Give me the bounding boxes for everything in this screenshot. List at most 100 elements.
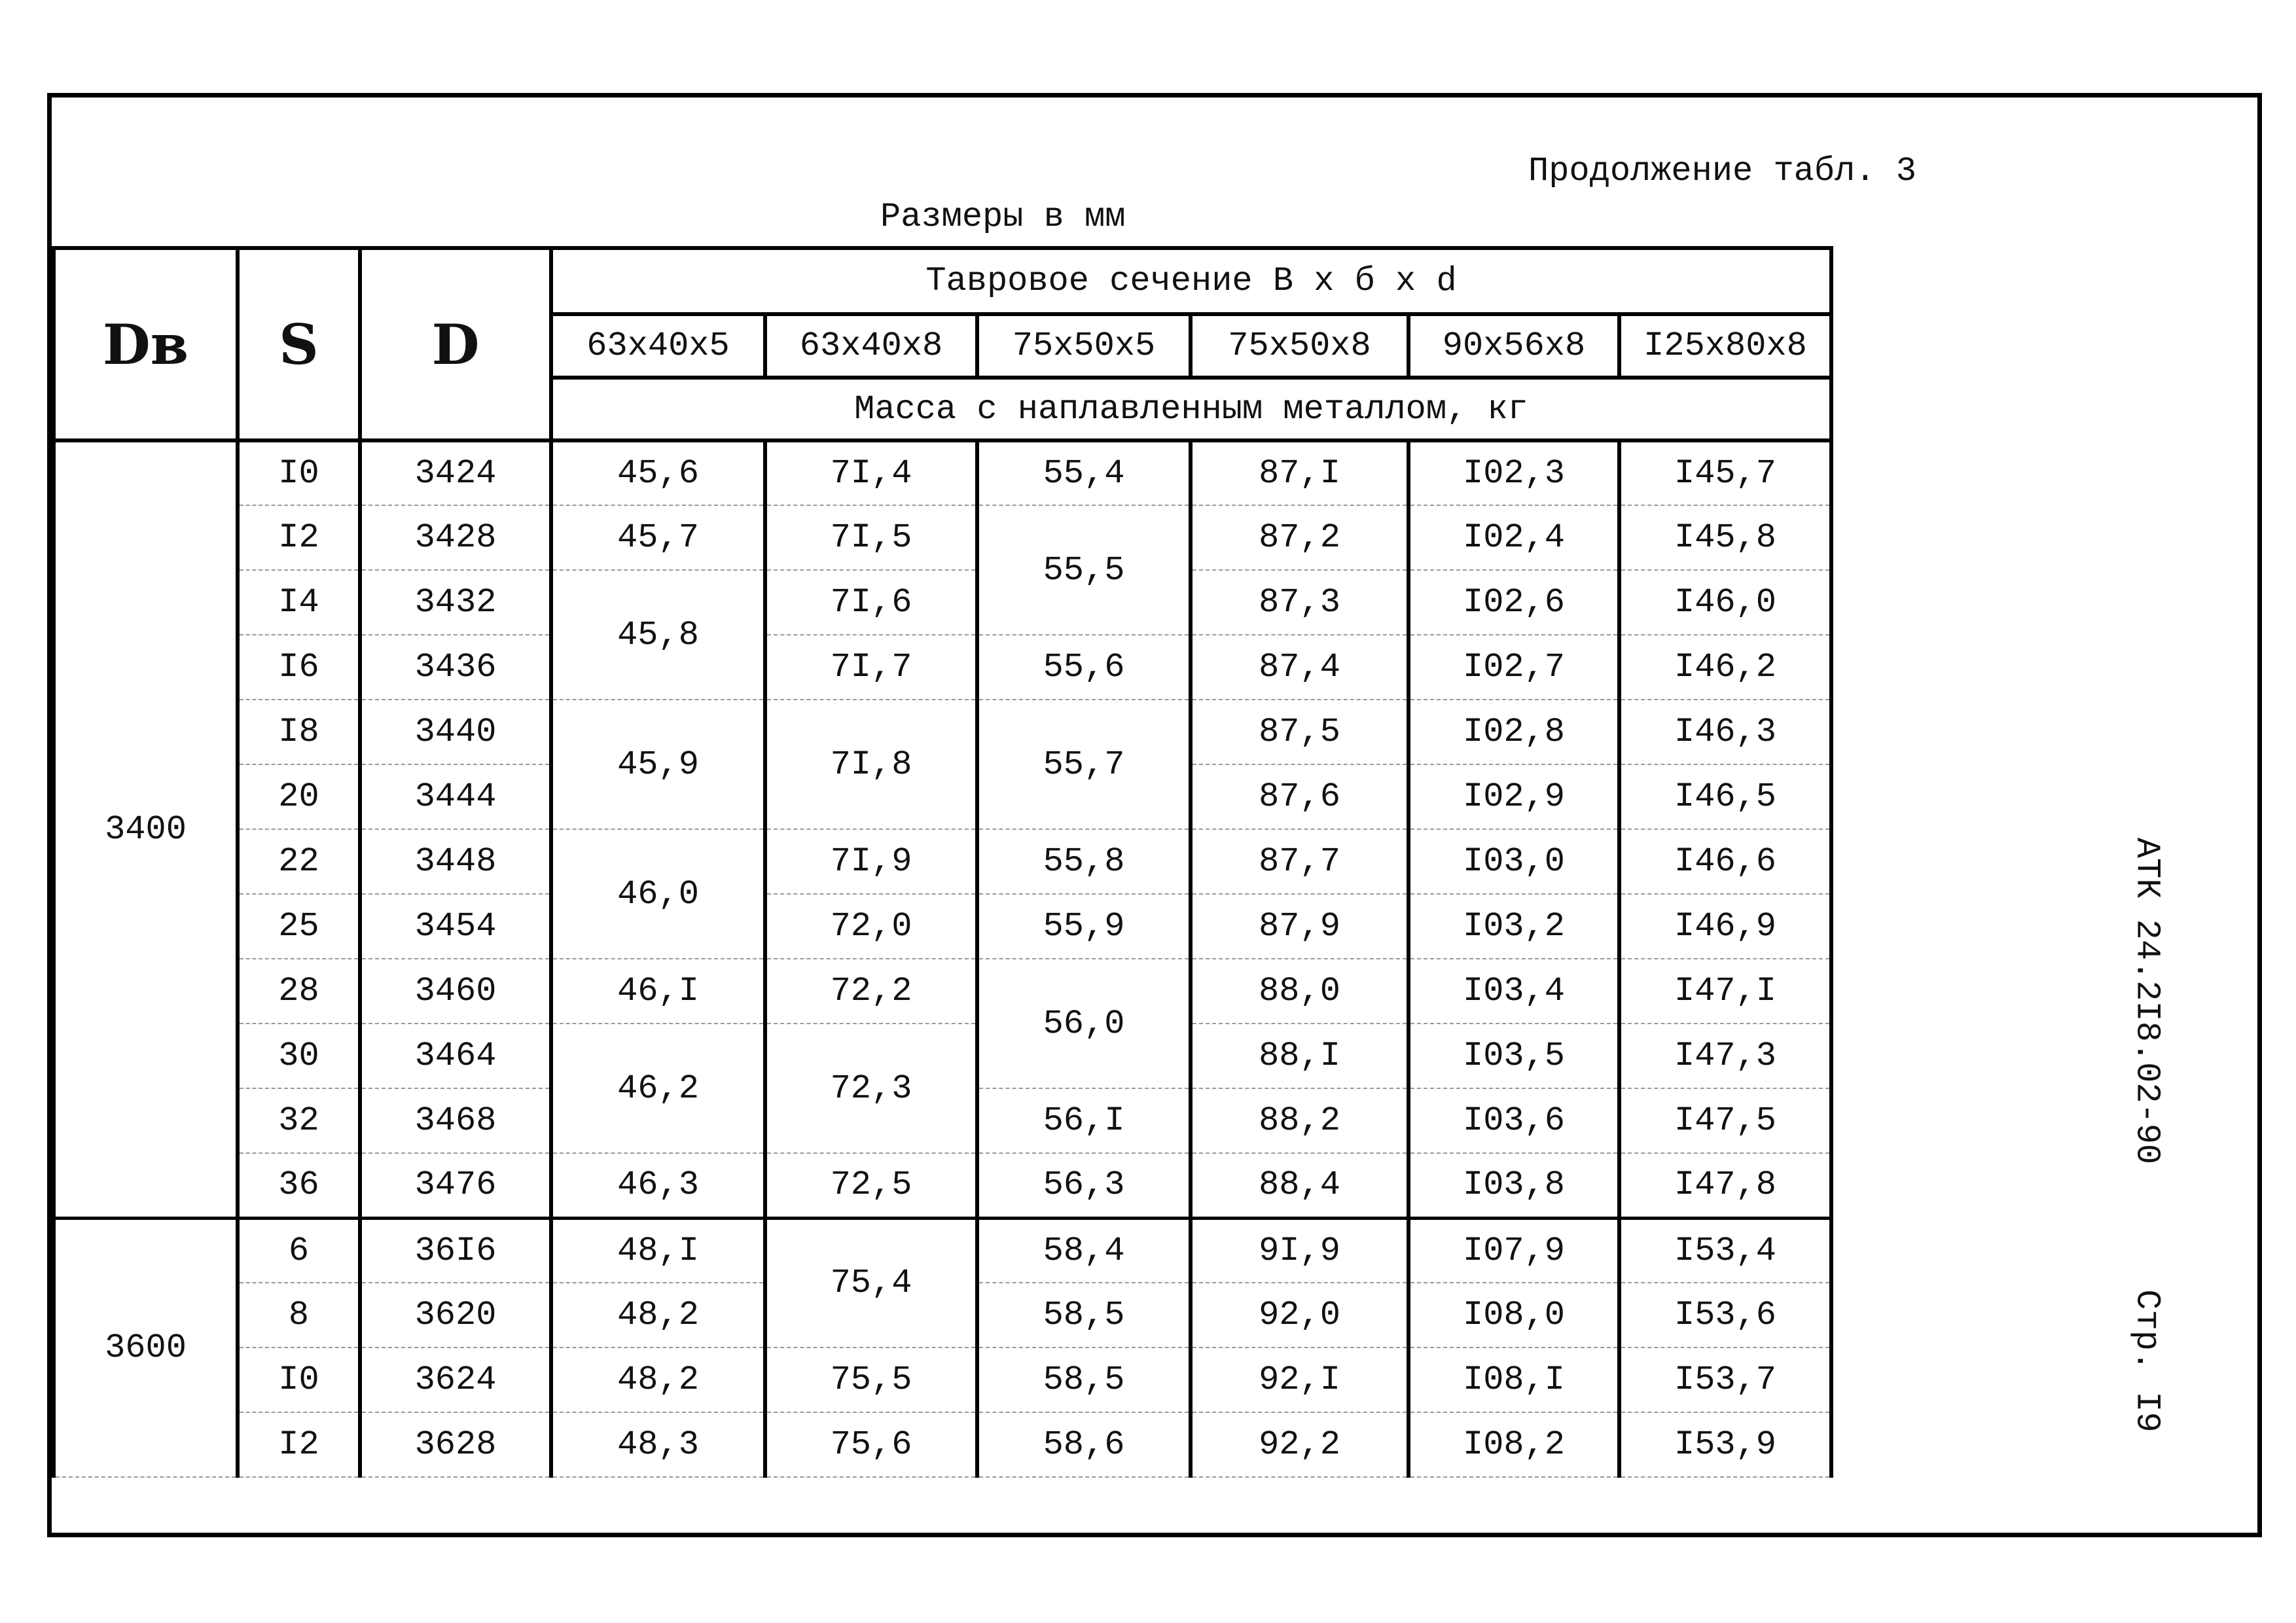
mass-cell: I53,6 [1617,1282,1833,1348]
mass-cell: 45,7 [549,505,767,571]
mass-cell: 46,I [549,958,767,1024]
d-cell: 3454 [358,893,553,959]
s-cell: 32 [236,1088,362,1154]
header-d: D [358,246,553,442]
mass-cell: 55,4 [975,440,1193,506]
mass-cell: 88,I [1189,1023,1410,1089]
mass-cell: I53,4 [1617,1216,1833,1283]
mass-cell: I03,5 [1407,1023,1621,1089]
mass-cell: I02,6 [1407,569,1621,635]
s-cell: 28 [236,958,362,1024]
table: Dв S D Тавровое сечение В x б x d 63x40x5 63x… [52,246,1833,1478]
mass-cell: I53,9 [1617,1412,1833,1478]
mass-cell: 58,5 [975,1347,1193,1413]
page-number: Стр. I9 [2127,1289,2166,1433]
mass-cell: I08,I [1407,1347,1621,1413]
mass-cell: I47,I [1617,958,1833,1024]
header-section: Тавровое сечение В x б x d [549,246,1833,316]
mass-cell: 55,8 [975,829,1193,895]
s-cell: I0 [236,1347,362,1413]
mass-cell: 7I,7 [763,634,979,700]
mass-cell: 87,4 [1189,634,1410,700]
mass-cell: 87,3 [1189,569,1410,635]
mass-cell: I02,3 [1407,440,1621,506]
mass-cell: 45,9 [549,699,767,830]
header-size: 75x50x5 [975,312,1193,380]
mass-cell: 7I,9 [763,829,979,895]
mass-cell: 87,I [1189,440,1410,506]
d-cell: 3628 [358,1412,553,1478]
s-cell: 6 [236,1216,362,1283]
d-cell: 3444 [358,764,553,830]
mass-cell: 45,6 [549,440,767,506]
dv-cell: 3400 [52,440,240,1219]
mass-cell: 46,3 [549,1152,767,1219]
units: Размеры в мм [880,198,1126,236]
mass-cell: I02,4 [1407,505,1621,571]
mass-cell: 92,I [1189,1347,1410,1413]
mass-cell: I02,8 [1407,699,1621,765]
header-size: 63x40x8 [763,312,979,380]
header-size: 90x56x8 [1407,312,1621,380]
mass-cell: 7I,5 [763,505,979,571]
d-cell: 3464 [358,1023,553,1089]
mass-cell: 7I,8 [763,699,979,830]
mass-cell: 87,7 [1189,829,1410,895]
s-cell: 8 [236,1282,362,1348]
s-cell: I2 [236,1412,362,1478]
mass-cell: I46,2 [1617,634,1833,700]
mass-cell: I03,6 [1407,1088,1621,1154]
header-dv: Dв [52,246,240,442]
mass-cell: 92,2 [1189,1412,1410,1478]
s-cell: 30 [236,1023,362,1089]
mass-cell: 88,0 [1189,958,1410,1024]
d-cell: 3448 [358,829,553,895]
mass-cell: 75,6 [763,1412,979,1478]
mass-cell: 56,I [975,1088,1193,1154]
mass-cell: 87,2 [1189,505,1410,571]
mass-cell: I03,0 [1407,829,1621,895]
mass-cell: 88,4 [1189,1152,1410,1219]
doc-code: АТК 24.2I8.02-90 [2127,837,2166,1165]
mass-cell: I47,8 [1617,1152,1833,1219]
header-s: S [236,246,362,442]
mass-cell: 75,4 [763,1216,979,1348]
header-mass: Масса с наплавленным металлом, кг [549,376,1833,442]
s-cell: I4 [236,569,362,635]
frame [47,93,2262,1537]
s-cell: I2 [236,505,362,571]
mass-cell: I46,6 [1617,829,1833,895]
mass-cell: 7I,4 [763,440,979,506]
d-cell: 36I6 [358,1216,553,1283]
mass-cell: I03,2 [1407,893,1621,959]
dv-cell: 3600 [52,1216,240,1478]
mass-cell: I08,2 [1407,1412,1621,1478]
d-cell: 3460 [358,958,553,1024]
d-cell: 3468 [358,1088,553,1154]
s-cell: I0 [236,440,362,506]
mass-cell: 48,2 [549,1347,767,1413]
mass-cell: I07,9 [1407,1216,1621,1283]
mass-cell: 58,4 [975,1216,1193,1283]
mass-cell: 56,0 [975,958,1193,1089]
mass-cell: 48,3 [549,1412,767,1478]
mass-cell: I46,5 [1617,764,1833,830]
mass-cell: I02,7 [1407,634,1621,700]
mass-cell: I02,9 [1407,764,1621,830]
mass-cell: 55,6 [975,634,1193,700]
s-cell: 36 [236,1152,362,1219]
mass-cell: 72,3 [763,1023,979,1154]
mass-cell: 75,5 [763,1347,979,1413]
mass-cell: 55,9 [975,893,1193,959]
mass-cell: 88,2 [1189,1088,1410,1154]
mass-cell: 58,6 [975,1412,1193,1478]
mass-cell: 87,5 [1189,699,1410,765]
mass-cell: I45,8 [1617,505,1833,571]
s-cell: I6 [236,634,362,700]
mass-cell: 56,3 [975,1152,1193,1219]
s-cell: 22 [236,829,362,895]
mass-cell: 46,0 [549,829,767,959]
mass-cell: 7I,6 [763,569,979,635]
d-cell: 3624 [358,1347,553,1413]
